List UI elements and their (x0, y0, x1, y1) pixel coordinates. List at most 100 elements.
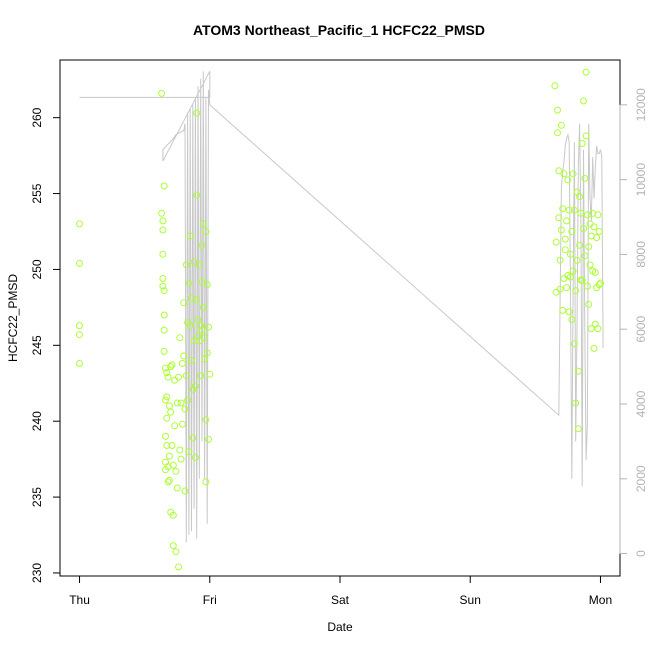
data-point (177, 455, 185, 463)
data-point (586, 261, 594, 269)
data-point (564, 176, 572, 184)
data-point (182, 372, 190, 380)
data-point (578, 276, 586, 284)
data-point (556, 285, 564, 293)
data-point (197, 372, 205, 380)
data-point (76, 331, 83, 339)
data-point (568, 228, 576, 235)
data-point (206, 370, 214, 378)
data-point (76, 259, 83, 267)
data-point (573, 256, 581, 264)
data-point (173, 399, 181, 407)
chart-title: ATOM3 Northeast_Pacific_1 HCFC22_PMSD (193, 22, 485, 38)
data-point (181, 487, 189, 495)
data-point (178, 420, 186, 428)
data-point (186, 322, 194, 330)
data-point (165, 452, 173, 460)
y2-tick-label: 10000 (634, 163, 648, 197)
data-point (577, 209, 585, 217)
data-point (581, 174, 589, 182)
plot-frame (59, 59, 621, 577)
data-point (189, 434, 197, 442)
data-point (172, 548, 180, 556)
data-point (160, 287, 168, 295)
data-point (162, 458, 169, 466)
data-point (186, 232, 194, 240)
data-point (188, 357, 195, 364)
data-point (594, 325, 602, 333)
y2-tick-label: 2000 (634, 465, 648, 492)
data-point (169, 511, 177, 519)
series-line (79, 70, 604, 543)
data-point (197, 322, 205, 330)
data-point (567, 250, 574, 258)
data-point (199, 220, 207, 228)
data-point (194, 332, 202, 340)
data-point (169, 461, 177, 469)
x-tick-label: Thu (69, 593, 90, 607)
data-point (580, 97, 587, 105)
data-point (180, 352, 188, 360)
y-tick-label: 255 (30, 183, 44, 203)
data-point (184, 396, 192, 404)
data-point (159, 282, 167, 290)
data-point (176, 334, 184, 342)
data-point (162, 396, 169, 404)
data-point (557, 226, 565, 234)
data-point (555, 167, 563, 175)
data-point (198, 241, 206, 249)
data-point (555, 214, 563, 222)
x-axis: Thu Fri Sat Sun Mon (69, 575, 612, 607)
data-point (193, 109, 201, 117)
y2-tick-label: 0 (634, 550, 648, 557)
x-tick-label: Fri (203, 593, 217, 607)
data-point (557, 121, 565, 129)
y2-tick-label: 12000 (634, 88, 648, 122)
data-point (597, 279, 604, 287)
data-point (585, 300, 593, 308)
data-point (195, 261, 203, 269)
data-point (160, 182, 168, 190)
data-point (175, 373, 182, 381)
data-point (581, 252, 589, 260)
data-point (559, 306, 567, 314)
data-point (168, 442, 176, 449)
y-tick-label: 245 (30, 335, 44, 355)
data-point (164, 373, 172, 381)
data-point (193, 191, 201, 199)
data-point (595, 228, 603, 235)
data-point (582, 68, 590, 76)
data-point (171, 422, 179, 430)
data-point (595, 281, 603, 289)
data-point (552, 238, 560, 246)
x-tick-label: Sat (331, 593, 350, 607)
data-point (165, 402, 173, 410)
data-point (185, 279, 193, 287)
data-point (554, 106, 561, 114)
data-point (201, 355, 209, 363)
data-point (162, 432, 169, 440)
data-point (576, 193, 584, 201)
y-tick-label: 250 (30, 259, 44, 279)
data-point (175, 563, 182, 571)
data-point (167, 363, 175, 371)
data-point (158, 209, 166, 217)
y2-tick-label: 8000 (634, 241, 648, 268)
data-point (76, 360, 83, 367)
y-axis-label: HCFC22_PMSD (6, 274, 20, 362)
data-point (163, 442, 171, 449)
data-point (572, 399, 580, 407)
data-point (582, 132, 590, 140)
y-tick-label: 230 (30, 563, 44, 583)
data-point (594, 211, 602, 219)
y-tick-label: 240 (30, 411, 44, 431)
data-point (556, 256, 564, 264)
data-point (567, 273, 574, 281)
data-point (570, 340, 578, 348)
y2-tick-label: 6000 (634, 316, 648, 343)
y-axis: 230 235 240 245 250 255 260 (30, 107, 61, 583)
data-point (172, 467, 180, 475)
x-tick-label: Mon (589, 593, 612, 607)
